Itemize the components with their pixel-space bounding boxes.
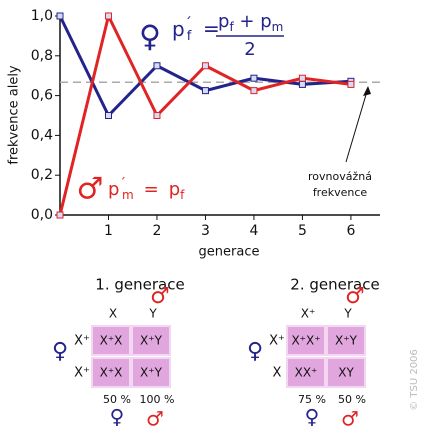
- point-marker: [153, 112, 161, 119]
- point-marker: [298, 80, 306, 88]
- copyright: © TSU 2006: [409, 349, 420, 411]
- cell-label: XX⁺: [295, 366, 318, 380]
- cell-label: XY: [338, 366, 354, 380]
- x-tick-label: 2: [153, 223, 162, 239]
- point-marker: [153, 62, 161, 70]
- annotation: frekvence: [313, 186, 368, 199]
- point-marker: [56, 12, 64, 20]
- punnett-cell: [131, 357, 171, 388]
- formula-part: ´: [185, 16, 192, 32]
- formula-part: f: [187, 29, 192, 44]
- panel-title: 2. generace: [290, 276, 379, 294]
- formula: p´ m = pf: [108, 177, 185, 202]
- cell-label: X⁺Y: [335, 334, 358, 348]
- y-tick-label: 1,0: [31, 8, 53, 24]
- panel-title: 1. generace: [95, 276, 184, 294]
- female-symbol: ♀: [52, 339, 68, 364]
- cell-label: X⁺X: [100, 366, 123, 380]
- row-header: X: [273, 366, 282, 381]
- row-header: X⁺: [74, 366, 90, 381]
- x-tick-label: 6: [346, 223, 355, 239]
- row-header: X⁺: [74, 334, 90, 349]
- x-tick-label: 3: [201, 223, 210, 239]
- formula-part: p: [108, 179, 119, 200]
- point-marker: [104, 112, 112, 119]
- formula-eq: =: [203, 17, 220, 41]
- punnett-cell: [131, 325, 171, 356]
- col-header: Y: [343, 307, 352, 321]
- y-tick-label: 0,2: [31, 167, 53, 183]
- formula-part: p: [169, 179, 180, 200]
- point-marker: [250, 74, 258, 82]
- col-header: X⁺: [301, 307, 316, 321]
- formula-part: p: [172, 17, 185, 41]
- y-tick-label: 0,4: [31, 127, 53, 143]
- formula: p´ f: [172, 16, 192, 44]
- punnett-cell: [326, 357, 366, 388]
- col-header: X: [109, 307, 117, 321]
- formula-part: m: [272, 20, 284, 34]
- formula-part: ´: [119, 177, 126, 192]
- punnett-cell: [91, 357, 131, 388]
- point-marker: [250, 87, 258, 95]
- y-axis-label: frekvence alely: [7, 65, 22, 165]
- female-symbol: ♀: [110, 405, 125, 429]
- formula-part: + p: [234, 11, 272, 32]
- y-tick-label: 0,8: [31, 48, 53, 64]
- male-symbol: ♂: [345, 284, 365, 309]
- percent: 100 %: [140, 393, 175, 406]
- point-marker: [298, 74, 306, 82]
- punnett-cell: [326, 325, 366, 356]
- formula-part: p: [218, 11, 229, 32]
- annotation: rovnovážná: [308, 170, 372, 183]
- x-tick-label: 1: [104, 223, 113, 239]
- punnett-cell: [91, 325, 131, 356]
- point-marker: [201, 62, 209, 70]
- cell-label: X⁺X: [100, 334, 123, 348]
- male-symbol: ♂: [146, 407, 164, 431]
- cell-label: X⁺Y: [140, 334, 163, 348]
- percent: 50 %: [103, 393, 131, 406]
- row-header: X⁺: [269, 334, 285, 349]
- formula-part: f: [229, 20, 234, 34]
- male-symbol: ♂: [77, 172, 104, 207]
- point-marker: [201, 87, 209, 95]
- x-axis-label: generace: [199, 245, 260, 260]
- punnett-cell: [286, 325, 326, 356]
- series-line: [58, 11, 352, 216]
- percent: 50 %: [338, 393, 366, 406]
- annotation-arrow: [345, 87, 369, 163]
- cell-label: X⁺X⁺: [291, 334, 320, 348]
- male-symbol: ♂: [341, 407, 359, 431]
- y-tick-label: 0,0: [31, 207, 53, 223]
- point-marker: [56, 211, 64, 219]
- formula-part: m: [122, 188, 134, 202]
- percent: 75 %: [298, 393, 326, 406]
- point-marker: [347, 80, 355, 88]
- y-tick-label: 0,6: [31, 88, 53, 104]
- cell-label: X⁺Y: [140, 366, 163, 380]
- col-header: Y: [148, 307, 157, 321]
- formula-part: f: [180, 188, 185, 202]
- punnett-cell: [286, 357, 326, 388]
- formula-numerator: pf + pm: [218, 11, 283, 34]
- arrow-head: [363, 86, 371, 96]
- female-symbol: ♀: [305, 405, 320, 429]
- x-tick-label: 5: [298, 223, 307, 239]
- female-symbol: ♀: [247, 339, 263, 364]
- x-tick-label: 4: [249, 223, 258, 239]
- point-marker: [104, 12, 112, 20]
- formula-denominator: 2: [244, 39, 255, 60]
- female-symbol: ♀: [139, 20, 161, 55]
- formula-part: =: [144, 179, 159, 200]
- male-symbol: ♂: [150, 284, 170, 309]
